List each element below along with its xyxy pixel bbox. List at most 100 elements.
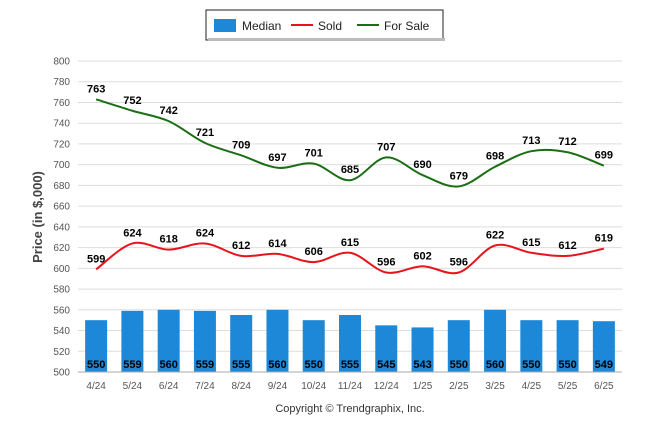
sold-point-label: 624 <box>123 227 142 239</box>
for-sale-point-label: 701 <box>305 148 323 160</box>
sold-line <box>95 241 605 275</box>
median-bar-label: 550 <box>305 359 323 371</box>
median-bar <box>193 310 216 372</box>
for-sale-point-label: 699 <box>595 150 613 162</box>
median-bar-label: 560 <box>268 359 286 371</box>
sold-point-label: 612 <box>232 240 250 252</box>
sold-point-label: 612 <box>558 240 576 252</box>
y-tick-label: 600 <box>53 264 70 275</box>
y-tick-label: 680 <box>53 181 70 192</box>
y-tick-label: 720 <box>53 139 70 150</box>
median-bars <box>85 309 615 372</box>
legend-label-median: Median <box>242 19 281 33</box>
x-tick-label: 10/24 <box>301 381 326 392</box>
copyright-text: Copyright © Trendgraphix, Inc. <box>275 403 424 415</box>
median-bar-label: 555 <box>232 359 250 371</box>
median-bar-label: 543 <box>413 359 431 371</box>
median-bar <box>556 320 579 372</box>
y-axis-title: Price (in $,000) <box>30 171 45 263</box>
y-axis-ticks: 500 520 540 560 580 600 620 640 660 680 700 720 740 7… <box>53 57 70 379</box>
median-bar-label: 560 <box>486 359 504 371</box>
median-bar-label: 559 <box>196 359 214 371</box>
sold-point-label: 596 <box>377 256 395 268</box>
median-bar <box>484 309 507 372</box>
line-series <box>95 98 605 275</box>
x-axis-ticks: 4/24 5/24 6/24 7/24 8/24 9/24 10/24 11/24 12/24 1… <box>78 371 622 392</box>
data-labels: 550 559 560 559 555 560 550 555 545 543 550 560 550 5… <box>87 83 613 371</box>
median-bar-label: 550 <box>558 359 576 371</box>
median-bar-label: 560 <box>159 359 177 371</box>
median-bar <box>266 309 289 372</box>
y-tick-label: 580 <box>53 285 70 296</box>
x-tick-label: 3/25 <box>485 381 505 392</box>
y-tick-label: 620 <box>53 243 70 254</box>
for-sale-point-label: 690 <box>413 159 431 171</box>
legend: Median Sold For Sale <box>205 9 445 41</box>
y-tick-label: 700 <box>53 160 70 171</box>
median-bar <box>339 314 361 372</box>
y-tick-label: 780 <box>53 77 70 88</box>
for-sale-point-label: 697 <box>268 152 286 164</box>
x-tick-label: 8/24 <box>231 381 251 392</box>
median-bar <box>302 320 325 372</box>
x-tick-label: 11/24 <box>338 381 363 392</box>
median-bar <box>230 314 253 372</box>
for-sale-point-label: 698 <box>486 151 504 163</box>
sold-point-label: 618 <box>159 234 177 246</box>
y-tick-label: 740 <box>53 119 70 130</box>
x-tick-label: 6/24 <box>159 381 179 392</box>
median-bar <box>85 320 108 372</box>
sold-point-label: 602 <box>413 250 431 262</box>
for-sale-point-label: 721 <box>196 127 214 139</box>
x-tick-label: 9/24 <box>268 381 288 392</box>
median-bar <box>157 309 180 372</box>
for-sale-point-label: 679 <box>450 170 468 182</box>
y-tick-label: 800 <box>53 57 70 68</box>
x-tick-label: 5/25 <box>558 381 578 392</box>
legend-swatch-median <box>214 19 236 32</box>
median-bar <box>592 321 615 372</box>
for-sale-point-label: 707 <box>377 141 395 153</box>
for-sale-point-label: 752 <box>123 95 141 107</box>
x-tick-label: 7/24 <box>195 381 215 392</box>
sold-point-label: 619 <box>595 233 613 245</box>
x-tick-label: 2/25 <box>449 381 469 392</box>
median-bar-label: 550 <box>450 359 468 371</box>
sold-point-label: 622 <box>486 230 504 242</box>
x-tick-label: 4/24 <box>86 381 106 392</box>
sold-point-label: 624 <box>196 227 215 239</box>
x-tick-label: 5/24 <box>123 381 143 392</box>
y-tick-label: 520 <box>53 347 70 358</box>
median-bar <box>375 325 398 372</box>
median-bar <box>411 327 434 372</box>
sold-point-label: 599 <box>87 253 105 265</box>
sold-point-label: 596 <box>450 256 468 268</box>
legend-shadow <box>208 38 445 41</box>
y-tick-label: 560 <box>53 305 70 316</box>
for-sale-line <box>95 98 605 188</box>
median-bar-label: 555 <box>341 359 359 371</box>
median-bar-label: 549 <box>595 359 613 371</box>
y-tick-label: 540 <box>53 326 70 337</box>
sold-point-label: 615 <box>341 237 359 249</box>
for-sale-point-label: 763 <box>87 83 105 95</box>
x-tick-label: 1/25 <box>413 381 433 392</box>
for-sale-point-label: 742 <box>159 105 177 117</box>
x-tick-label: 12/24 <box>374 381 399 392</box>
y-tick-label: 760 <box>53 98 70 109</box>
x-tick-label: 4/25 <box>522 381 542 392</box>
y-tick-label: 640 <box>53 222 70 233</box>
for-sale-point-label: 709 <box>232 139 250 151</box>
median-bar-label: 550 <box>87 359 105 371</box>
median-bar <box>447 320 470 372</box>
x-tick-label: 6/25 <box>594 381 614 392</box>
sold-point-label: 606 <box>305 246 323 258</box>
y-tick-label: 660 <box>53 202 70 213</box>
median-bar-label: 550 <box>522 359 540 371</box>
y-tick-label: 500 <box>53 368 70 379</box>
for-sale-point-label: 685 <box>341 164 359 176</box>
median-bar-label: 559 <box>123 359 141 371</box>
legend-label-sold: Sold <box>318 19 342 33</box>
